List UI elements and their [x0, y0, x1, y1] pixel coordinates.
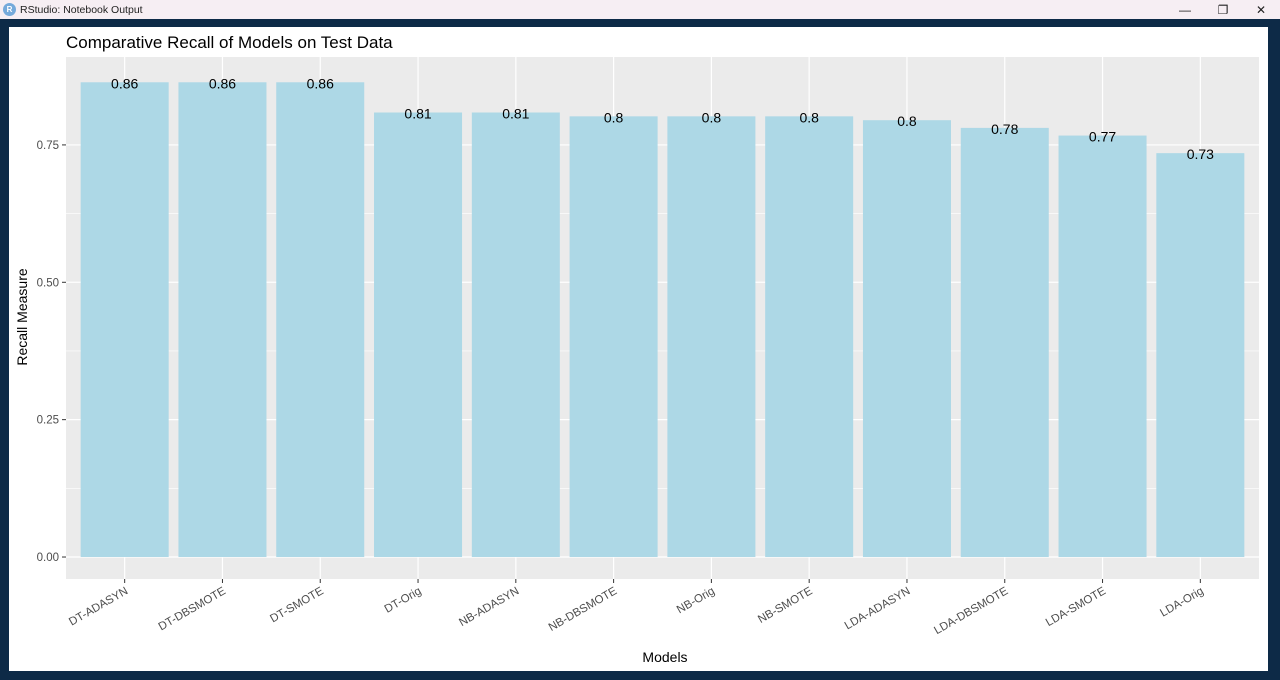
bar-dt-adasyn — [80, 82, 169, 558]
close-button[interactable]: ✕ — [1255, 2, 1267, 17]
y-axis-title: Recall Measure — [14, 268, 30, 365]
x-tick-label: NB-SMOTE — [756, 585, 815, 626]
y-tick-label: 0.25 — [37, 415, 59, 427]
bar-lda-smote — [1058, 135, 1147, 558]
restore-button[interactable]: ❐ — [1217, 2, 1229, 17]
window-title: RStudio: Notebook Output — [20, 3, 143, 16]
x-tick-label: NB-ADASYN — [457, 585, 521, 629]
x-tick-label: LDA-ADASYN — [843, 585, 913, 632]
data-label: 0.8 — [702, 109, 722, 125]
data-labels-group: 0.86 0.86 0.86 0.81 0.81 0.8 0.8 0.8 0.8 0.78 0.77… — [111, 75, 1214, 162]
data-label: 0.81 — [502, 105, 529, 121]
x-tick-label: NB-DBSMOTE — [547, 585, 620, 634]
y-tick-label: 0.75 — [37, 140, 59, 152]
chart-title: Comparative Recall of Models on Test Dat… — [66, 33, 393, 52]
bar-lda-dbsmote — [960, 127, 1049, 558]
x-tick-label: LDA-Orig — [1158, 585, 1206, 619]
x-tick-label: LDA-SMOTE — [1044, 585, 1108, 629]
bar-nb-adasyn — [471, 112, 560, 558]
y-tick-label: 0.50 — [37, 277, 59, 289]
x-tick-label: DT-SMOTE — [268, 585, 326, 625]
bar-nb-orig — [667, 116, 756, 558]
data-label: 0.81 — [404, 105, 431, 121]
bars-group — [80, 82, 1245, 558]
bar-dt-smote — [276, 82, 365, 558]
y-axis: 0.00 0.25 0.50 0.75 — [37, 140, 66, 564]
x-tick-label: DT-ADASYN — [67, 585, 130, 628]
data-label: 0.77 — [1089, 129, 1116, 145]
x-axis-title: Models — [642, 649, 687, 665]
x-tick-label: LDA-DBSMOTE — [932, 585, 1010, 637]
x-tick-label: DT-Orig — [383, 585, 424, 616]
data-label: 0.8 — [799, 109, 819, 125]
data-label: 0.86 — [209, 75, 236, 91]
data-label: 0.73 — [1187, 146, 1214, 162]
bar-dt-dbsmote — [178, 82, 267, 558]
title-bar[interactable]: R RStudio: Notebook Output — ❐ ✕ — [0, 0, 1280, 19]
bar-nb-smote — [765, 116, 854, 558]
data-label: 0.86 — [111, 75, 138, 91]
data-label: 0.8 — [897, 113, 917, 129]
data-label: 0.86 — [307, 75, 334, 91]
bar-lda-orig — [1156, 153, 1245, 558]
data-label: 0.78 — [991, 121, 1018, 137]
x-tick-label: NB-Orig — [675, 585, 717, 616]
rstudio-icon: R — [3, 3, 16, 16]
recall-bar-chart: Comparative Recall of Models on Test Dat… — [14, 33, 1259, 665]
minimize-button[interactable]: — — [1179, 2, 1191, 17]
bar-dt-orig — [374, 112, 463, 558]
data-label: 0.8 — [604, 109, 624, 125]
x-tick-label: DT-DBSMOTE — [157, 585, 229, 633]
bar-nb-dbsmote — [569, 116, 658, 558]
window-controls: — ❐ ✕ — [1166, 0, 1280, 19]
y-tick-label: 0.00 — [37, 552, 59, 564]
x-axis: DT-ADASYN DT-DBSMOTE DT-SMOTE DT-Orig NB-ADA… — [67, 579, 1206, 637]
bar-lda-adasyn — [862, 120, 951, 558]
notebook-output-area: Comparative Recall of Models on Test Dat… — [9, 27, 1268, 671]
